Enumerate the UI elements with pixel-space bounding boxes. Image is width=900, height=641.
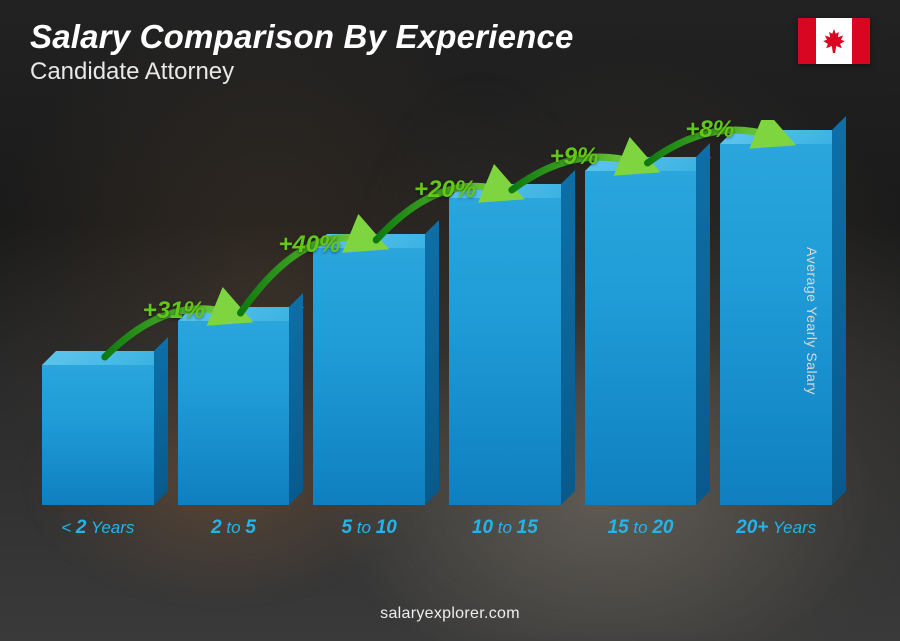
- chart-subtitle: Candidate Attorney: [30, 58, 574, 86]
- bar-side-face: [425, 220, 439, 505]
- category-label: 20+ Years: [736, 517, 816, 539]
- infographic-stage: Salary Comparison By Experience Candidat…: [0, 0, 900, 641]
- pct-increase-label: +8%: [685, 116, 734, 144]
- bar: [449, 198, 561, 505]
- bar-group: 162,000 CAD 5 to 10: [313, 248, 425, 539]
- bar: [313, 248, 425, 505]
- bar-side-face: [696, 143, 710, 505]
- bar-front-face: [313, 248, 425, 505]
- bar-group: 88,500 CAD < 2 Years: [42, 365, 154, 539]
- bar-front-face: [178, 321, 290, 505]
- pct-increase-label: +40%: [278, 231, 340, 259]
- chart-title: Salary Comparison By Experience: [30, 18, 574, 56]
- bar-top-face: [720, 130, 846, 144]
- pct-increase-label: +9%: [550, 143, 599, 171]
- header: Salary Comparison By Experience Candidat…: [30, 18, 870, 86]
- bar-side-face: [154, 337, 168, 505]
- bar-group: 116,000 CAD 2 to 5: [178, 321, 290, 539]
- bar-side-face: [832, 116, 846, 505]
- bar-group: 211,000 CAD 15 to 20: [585, 171, 697, 539]
- footer-attribution: salaryexplorer.com: [0, 605, 900, 623]
- bar-side-face: [561, 170, 575, 505]
- pct-increase-label: +31%: [143, 297, 205, 325]
- bar-top-face: [42, 351, 168, 365]
- canada-flag-icon: [798, 18, 870, 64]
- bar-chart: 88,500 CAD < 2 Years116,000 CAD 2 to 516…: [30, 120, 844, 569]
- bar: [42, 365, 154, 505]
- bar-front-face: [585, 171, 697, 505]
- bar-front-face: [42, 365, 154, 505]
- category-label: 10 to 15: [472, 517, 538, 539]
- bar-side-face: [289, 293, 303, 505]
- y-axis-label: Average Yearly Salary: [804, 247, 820, 395]
- category-label: 2 to 5: [211, 517, 256, 539]
- bar: [585, 171, 697, 505]
- category-label: 5 to 10: [342, 517, 397, 539]
- bar-group: 194,000 CAD 10 to 15: [449, 198, 561, 539]
- category-label: < 2 Years: [61, 517, 134, 539]
- category-label: 15 to 20: [608, 517, 674, 539]
- pct-increase-label: +20%: [414, 176, 476, 204]
- bar-front-face: [449, 198, 561, 505]
- bar: [178, 321, 290, 505]
- maple-leaf-icon: [823, 29, 845, 53]
- bar-top-face: [585, 157, 711, 171]
